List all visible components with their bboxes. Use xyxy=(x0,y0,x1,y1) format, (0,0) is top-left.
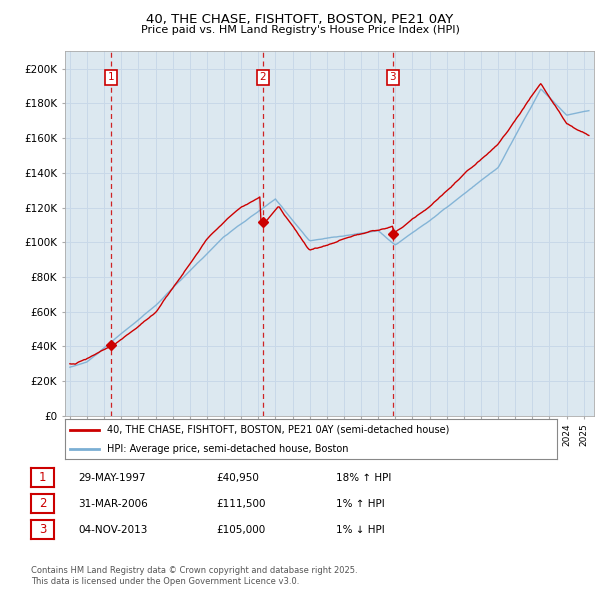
Text: 1% ↓ HPI: 1% ↓ HPI xyxy=(336,525,385,535)
Text: HPI: Average price, semi-detached house, Boston: HPI: Average price, semi-detached house,… xyxy=(107,444,348,454)
Text: Price paid vs. HM Land Registry's House Price Index (HPI): Price paid vs. HM Land Registry's House … xyxy=(140,25,460,35)
Text: 3: 3 xyxy=(39,523,46,536)
Text: 3: 3 xyxy=(389,73,396,83)
Text: 40, THE CHASE, FISHTOFT, BOSTON, PE21 0AY (semi-detached house): 40, THE CHASE, FISHTOFT, BOSTON, PE21 0A… xyxy=(107,425,449,435)
Text: 29-MAY-1997: 29-MAY-1997 xyxy=(78,473,146,483)
Text: 1: 1 xyxy=(39,471,46,484)
Text: 04-NOV-2013: 04-NOV-2013 xyxy=(78,525,148,535)
Text: 18% ↑ HPI: 18% ↑ HPI xyxy=(336,473,391,483)
Text: 31-MAR-2006: 31-MAR-2006 xyxy=(78,499,148,509)
Text: 2: 2 xyxy=(39,497,46,510)
Text: Contains HM Land Registry data © Crown copyright and database right 2025.
This d: Contains HM Land Registry data © Crown c… xyxy=(31,566,358,586)
Text: £105,000: £105,000 xyxy=(216,525,265,535)
Text: 2: 2 xyxy=(259,73,266,83)
Text: 40, THE CHASE, FISHTOFT, BOSTON, PE21 0AY: 40, THE CHASE, FISHTOFT, BOSTON, PE21 0A… xyxy=(146,13,454,26)
Text: 1: 1 xyxy=(108,73,115,83)
Text: £40,950: £40,950 xyxy=(216,473,259,483)
Text: 1% ↑ HPI: 1% ↑ HPI xyxy=(336,499,385,509)
Text: £111,500: £111,500 xyxy=(216,499,265,509)
